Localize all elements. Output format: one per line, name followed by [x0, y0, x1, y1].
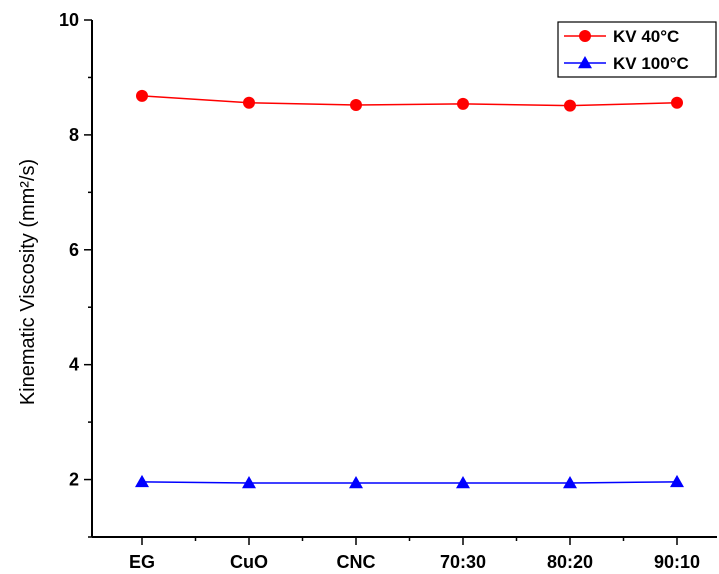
data-point [242, 476, 256, 489]
x-tick-label: EG [129, 552, 155, 572]
data-point [457, 97, 469, 110]
x-tick-label: 90:10 [654, 552, 700, 572]
y-axis: 2 4 6 8 10 [59, 10, 92, 538]
x-tick-label: CNC [337, 552, 376, 572]
data-point [456, 476, 470, 489]
y-tick-label: 4 [69, 355, 79, 375]
data-point [349, 476, 363, 489]
series-1 [136, 89, 683, 112]
series-line [141, 481, 678, 484]
plot-frame [91, 20, 717, 538]
y-tick-label: 8 [69, 125, 79, 145]
series-line [141, 95, 678, 107]
x-tick-label: CuO [230, 552, 268, 572]
series-2 [135, 474, 684, 489]
data-point [670, 474, 684, 488]
legend: KV 40°C KV 100°C [557, 21, 717, 78]
y-axis-title: Kinematic Viscosity (mm²/s) [17, 159, 39, 405]
data-point [136, 89, 148, 102]
data-point [564, 99, 576, 112]
y-tick-label: 6 [69, 240, 79, 260]
y-tick-label: 10 [59, 10, 79, 30]
legend-label: KV 100°C [613, 54, 689, 73]
x-tick-label: 80:20 [547, 552, 593, 572]
data-point [671, 96, 683, 109]
y-tick-label: 2 [69, 470, 79, 490]
data-point [135, 474, 149, 488]
legend-label: KV 40°C [613, 27, 679, 46]
data-point [563, 476, 577, 489]
x-axis: EG CuO CNC 70:30 80:20 90:10 [129, 537, 700, 572]
data-point [243, 96, 255, 109]
data-point [350, 99, 362, 112]
x-tick-label: 70:30 [440, 552, 486, 572]
legend-triangle-marker [578, 56, 592, 69]
legend-circle-marker [579, 30, 591, 42]
series-layer [135, 89, 684, 489]
